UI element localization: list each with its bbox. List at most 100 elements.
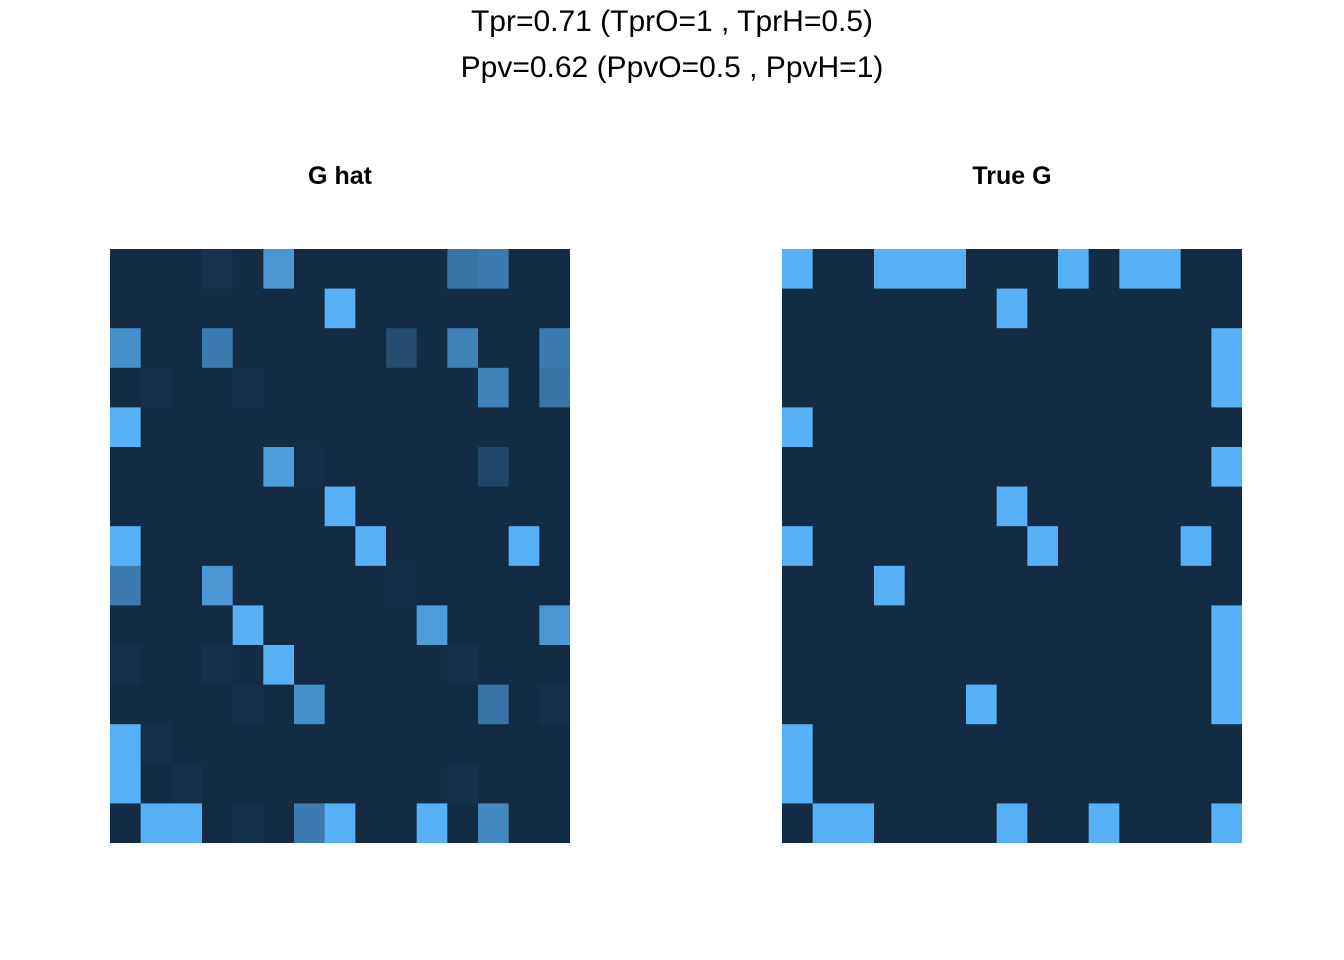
g-hat-cell-r2-c11: [416, 288, 448, 329]
g-hat-cell-r12-c6: [263, 684, 295, 725]
g-hat-cell-r7-c13: [478, 486, 510, 527]
g-hat-cell-r10-c5: [232, 605, 264, 646]
g-hat-cell-r3-c10: [386, 328, 418, 369]
g-hat-cell-r3-c3: [171, 328, 203, 369]
true-g-cell-r4-c2: [812, 367, 844, 408]
g-hat-cell-r8-c2: [140, 526, 172, 567]
g-hat-cell-r9-c2: [140, 565, 172, 606]
g-hat-cell-r7-c11: [416, 486, 448, 527]
g-hat-cell-r8-c14: [508, 526, 540, 567]
g-hat-cell-r5-c12: [447, 407, 479, 448]
g-hat-cell-r8-c3: [171, 526, 203, 567]
g-hat-cell-r13-c9: [355, 724, 387, 765]
true-g-cell-r14-c3: [843, 763, 875, 804]
g-hat-cell-r3-c4: [202, 328, 234, 369]
true-g-cell-r12-c5: [904, 684, 936, 725]
true-g-cell-r5-c14: [1180, 407, 1212, 448]
g-hat-cell-r2-c8: [324, 288, 356, 329]
g-hat-cell-r3-c5: [232, 328, 264, 369]
g-hat-cell-r10-c10: [386, 605, 418, 646]
true-g-cell-r15-c13: [1150, 803, 1182, 843]
g-hat-cell-r14-c8: [324, 763, 356, 804]
true-g-cell-r11-c12: [1119, 645, 1151, 686]
true-g-cell-r15-c1: [782, 803, 814, 843]
true-g-cell-r2-c14: [1180, 288, 1212, 329]
true-g-cell-r14-c5: [904, 763, 936, 804]
g-hat-cell-r11-c1: [110, 645, 142, 686]
g-hat-cell-r11-c5: [232, 645, 264, 686]
true-g-cell-r3-c8: [996, 328, 1028, 369]
g-hat-cell-r2-c15: [539, 288, 570, 329]
true-g-cell-r9-c2: [812, 565, 844, 606]
true-g-cell-r13-c1: [782, 724, 814, 765]
g-hat-cell-r1-c6: [263, 249, 295, 290]
true-g-cell-r10-c12: [1119, 605, 1151, 646]
true-g-cell-r13-c10: [1058, 724, 1090, 765]
true-g-cell-r8-c7: [966, 526, 998, 567]
g-hat-cell-r11-c7: [294, 645, 326, 686]
g-hat-cell-r7-c4: [202, 486, 234, 527]
g-hat-cell-r5-c6: [263, 407, 295, 448]
true-g-cell-r15-c11: [1088, 803, 1120, 843]
g-hat-cell-r7-c14: [508, 486, 540, 527]
true-g-cell-r2-c15: [1211, 288, 1242, 329]
g-hat-cell-r4-c14: [508, 367, 540, 408]
true-g-cell-r3-c2: [812, 328, 844, 369]
true-g-cell-r7-c4: [874, 486, 906, 527]
true-g-cell-r6-c14: [1180, 447, 1212, 488]
g-hat-cell-r2-c10: [386, 288, 418, 329]
g-hat-cell-r11-c13: [478, 645, 510, 686]
g-hat-cell-r9-c5: [232, 565, 264, 606]
true-g-cell-r3-c14: [1180, 328, 1212, 369]
true-g-cell-r7-c10: [1058, 486, 1090, 527]
g-hat-cell-r3-c7: [294, 328, 326, 369]
g-hat-cell-r11-c2: [140, 645, 172, 686]
g-hat-cell-r3-c14: [508, 328, 540, 369]
true-g-cell-r12-c11: [1088, 684, 1120, 725]
g-hat-cell-r2-c1: [110, 288, 142, 329]
true-g-cell-r4-c8: [996, 367, 1028, 408]
true-g-cell-r7-c5: [904, 486, 936, 527]
true-g-cell-r15-c2: [812, 803, 844, 843]
g-hat-cell-r6-c8: [324, 447, 356, 488]
true-g-cell-r10-c10: [1058, 605, 1090, 646]
true-g-cell-r15-c7: [966, 803, 998, 843]
true-g-cell-r5-c11: [1088, 407, 1120, 448]
true-g-cell-r8-c9: [1027, 526, 1059, 567]
g-hat-cell-r15-c3: [171, 803, 203, 843]
g-hat-cell-r13-c7: [294, 724, 326, 765]
true-g-cell-r1-c9: [1027, 249, 1059, 290]
g-hat-cell-r1-c14: [508, 249, 540, 290]
true-g-cell-r7-c13: [1150, 486, 1182, 527]
g-hat-cell-r15-c13: [478, 803, 510, 843]
true-g-cell-r5-c4: [874, 407, 906, 448]
g-hat-cell-r12-c12: [447, 684, 479, 725]
g-hat-cell-r11-c3: [171, 645, 203, 686]
g-hat-cell-r9-c14: [508, 565, 540, 606]
heatmap-g-hat: [110, 249, 570, 843]
g-hat-cell-r14-c4: [202, 763, 234, 804]
true-g-cell-r13-c13: [1150, 724, 1182, 765]
true-g-cell-r8-c13: [1150, 526, 1182, 567]
g-hat-cell-r3-c6: [263, 328, 295, 369]
g-hat-cell-r15-c11: [416, 803, 448, 843]
true-g-cell-r12-c7: [966, 684, 998, 725]
true-g-cell-r1-c11: [1088, 249, 1120, 290]
g-hat-cell-r4-c7: [294, 367, 326, 408]
g-hat-cell-r11-c11: [416, 645, 448, 686]
true-g-cell-r5-c3: [843, 407, 875, 448]
g-hat-cell-r13-c1: [110, 724, 142, 765]
true-g-cell-r9-c15: [1211, 565, 1242, 606]
g-hat-cell-r2-c4: [202, 288, 234, 329]
true-g-cell-r1-c12: [1119, 249, 1151, 290]
g-hat-cell-r1-c2: [140, 249, 172, 290]
g-hat-cell-r4-c2: [140, 367, 172, 408]
g-hat-cell-r8-c11: [416, 526, 448, 567]
true-g-cell-r6-c5: [904, 447, 936, 488]
g-hat-cell-r5-c5: [232, 407, 264, 448]
true-g-cell-r11-c15: [1211, 645, 1242, 686]
true-g-cell-r9-c7: [966, 565, 998, 606]
g-hat-cell-r14-c11: [416, 763, 448, 804]
true-g-cell-r8-c10: [1058, 526, 1090, 567]
g-hat-cell-r4-c11: [416, 367, 448, 408]
